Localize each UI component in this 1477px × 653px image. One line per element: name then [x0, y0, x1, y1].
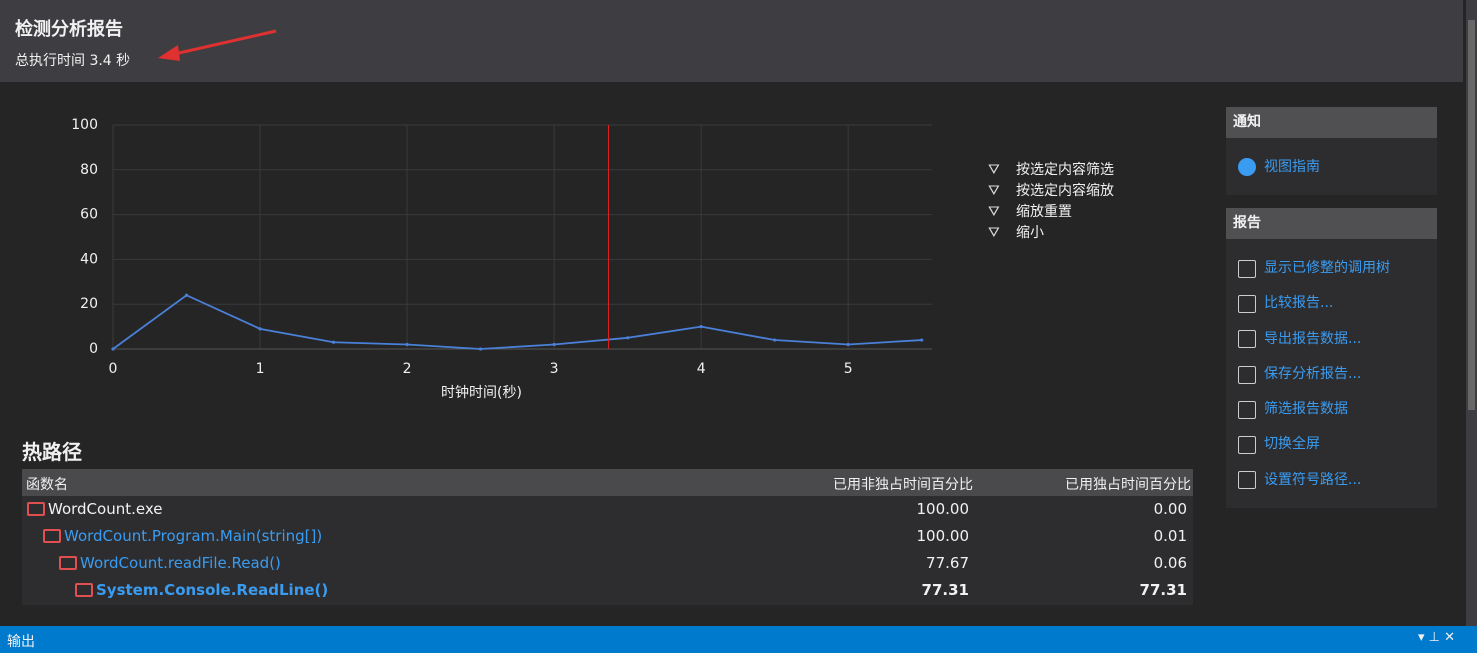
table-row[interactable]: WordCount.Program.Main(string[]) 100.00 0.… [22, 523, 1193, 550]
annotation-arrow [158, 29, 277, 61]
point [699, 325, 703, 329]
link-label[interactable]: 显示已修整的调用树 [1264, 260, 1390, 276]
point [478, 347, 483, 351]
x-tick-label: 0 [109, 361, 118, 377]
x-tick-label: 2 [403, 361, 412, 377]
link-label[interactable]: 导出报告数据... [1264, 330, 1362, 347]
panel-link[interactable]: 切换全屏 [1226, 427, 1437, 462]
x-tick-label: 5 [844, 361, 853, 377]
x-axis-label: 时钟时间(秒) [441, 384, 522, 401]
action-label[interactable]: 按选定内容缩放 [1016, 183, 1114, 199]
point [920, 338, 924, 342]
chart-action[interactable]: ⛛ 缩小 [988, 225, 1044, 241]
scrollbar[interactable] [1466, 0, 1477, 626]
point [773, 338, 777, 342]
point [331, 340, 336, 344]
chart-action[interactable]: ⛛ 按选定内容筛选 [988, 162, 1114, 178]
panel-link[interactable]: 显示已修整的调用树 [1226, 251, 1437, 286]
output-title: 输出 [7, 634, 35, 650]
link-icon [1238, 436, 1256, 455]
link-icon [1238, 294, 1256, 313]
function-name[interactable]: WordCount.readFile.Read() [80, 554, 281, 572]
table-row[interactable]: WordCount.exe 100.00 0.00 [22, 496, 1193, 523]
subtitle: 总执行时间 3.4 秒 [15, 53, 131, 69]
panel-link[interactable]: 导出报告数据... [1226, 322, 1437, 357]
point [111, 347, 115, 351]
y-tick-label: 80 [80, 162, 98, 178]
link-icon [1238, 400, 1256, 419]
exclusive-pct: 77.31 [1139, 581, 1187, 599]
x-tick-label: 3 [550, 361, 559, 377]
link-label[interactable]: 保存分析报告... [1264, 365, 1362, 382]
link-icon [1238, 471, 1256, 490]
inclusive-pct: 77.67 [926, 554, 969, 572]
column-header[interactable]: 已用非独占时间百分比 [833, 477, 973, 493]
action-label[interactable]: 缩放重置 [1016, 204, 1072, 220]
panel-link[interactable]: 视图指南 [1226, 148, 1437, 186]
table-row[interactable]: System.Console.ReadLine() 77.31 77.31 [22, 577, 1193, 604]
point [184, 293, 189, 297]
panel-header: 报告 [1226, 208, 1437, 239]
function-name[interactable]: System.Console.ReadLine() [96, 581, 329, 599]
column-header[interactable]: 函数名 [26, 477, 68, 493]
link-label[interactable]: 比较报告... [1264, 295, 1334, 312]
inclusive-pct: 100.00 [916, 500, 970, 518]
chart-action[interactable]: ⛛ 缩放重置 [988, 204, 1072, 220]
notify-panel: 通知 视图指南 [1226, 107, 1437, 195]
y-tick-label: 60 [80, 207, 98, 223]
panel-link[interactable]: 筛选报告数据 [1226, 392, 1437, 427]
panel-link[interactable]: 保存分析报告... [1226, 357, 1437, 392]
row-icon [43, 529, 61, 543]
chart-actions: ⛛ 按选定内容筛选 ⛛ 按选定内容缩放 ⛛ 缩放重置 ⛛ 缩小 [988, 160, 1114, 244]
link-icon [1238, 330, 1256, 349]
panel-header: 通知 [1226, 107, 1437, 138]
header [0, 0, 1463, 82]
y-tick-label: 0 [89, 341, 98, 357]
point [626, 336, 630, 340]
table-header: 函数名 已用非独占时间百分比 已用独占时间百分比 [22, 469, 1193, 496]
panel-link[interactable]: 比较报告... [1226, 286, 1437, 321]
point [258, 327, 262, 331]
link-label[interactable]: 筛选报告数据 [1264, 401, 1348, 418]
link-icon [1238, 158, 1256, 176]
action-label[interactable]: 缩小 [1016, 225, 1044, 241]
point [846, 342, 850, 347]
y-tick-label: 100 [71, 117, 98, 133]
function-name[interactable]: WordCount.Program.Main(string[]) [64, 527, 323, 545]
inclusive-pct: 77.31 [921, 581, 969, 599]
point [552, 342, 556, 347]
y-tick-label: 40 [80, 251, 98, 267]
hot-path-table: 函数名 已用非独占时间百分比 已用独占时间百分比 WordCount.exe 100.0… [22, 469, 1193, 605]
function-name: WordCount.exe [48, 500, 163, 518]
x-tick-label: 4 [697, 361, 706, 377]
output-bar: 输出 ▾ ⊥ ✕ [0, 626, 1477, 653]
exclusive-pct: 0.00 [1153, 500, 1187, 518]
exclusive-pct: 0.06 [1153, 554, 1187, 572]
row-icon [75, 583, 93, 597]
point [405, 342, 409, 347]
window-controls[interactable]: ▾ ⊥ ✕ [1418, 630, 1456, 645]
link-icon [1238, 365, 1256, 384]
link-label[interactable]: 视图指南 [1264, 159, 1320, 175]
hot-path-title: 热路径 [22, 440, 82, 464]
title: 检测分析报告 [15, 19, 123, 40]
row-icon [59, 556, 77, 570]
y-tick-label: 20 [80, 296, 98, 312]
link-label[interactable]: 设置符号路径... [1264, 471, 1362, 488]
report-panel: 报告 显示已修整的调用树 比较报告... 导出报告数据... 保存分析报告... 筛选报… [1226, 208, 1437, 508]
action-label[interactable]: 按选定内容筛选 [1016, 162, 1114, 178]
x-tick-label: 1 [256, 361, 265, 377]
column-header[interactable]: 已用独占时间百分比 [1065, 477, 1191, 493]
exclusive-pct: 0.01 [1153, 527, 1187, 545]
link-icon [1238, 259, 1256, 278]
inclusive-pct: 100.00 [916, 527, 970, 545]
cpu-line [112, 294, 922, 350]
row-icon [27, 502, 45, 516]
panel-link[interactable]: 设置符号路径... [1226, 463, 1437, 498]
link-label[interactable]: 切换全屏 [1264, 436, 1320, 453]
chart-action[interactable]: ⛛ 按选定内容缩放 [988, 183, 1114, 199]
table-row[interactable]: WordCount.readFile.Read() 77.67 0.06 [22, 550, 1193, 577]
